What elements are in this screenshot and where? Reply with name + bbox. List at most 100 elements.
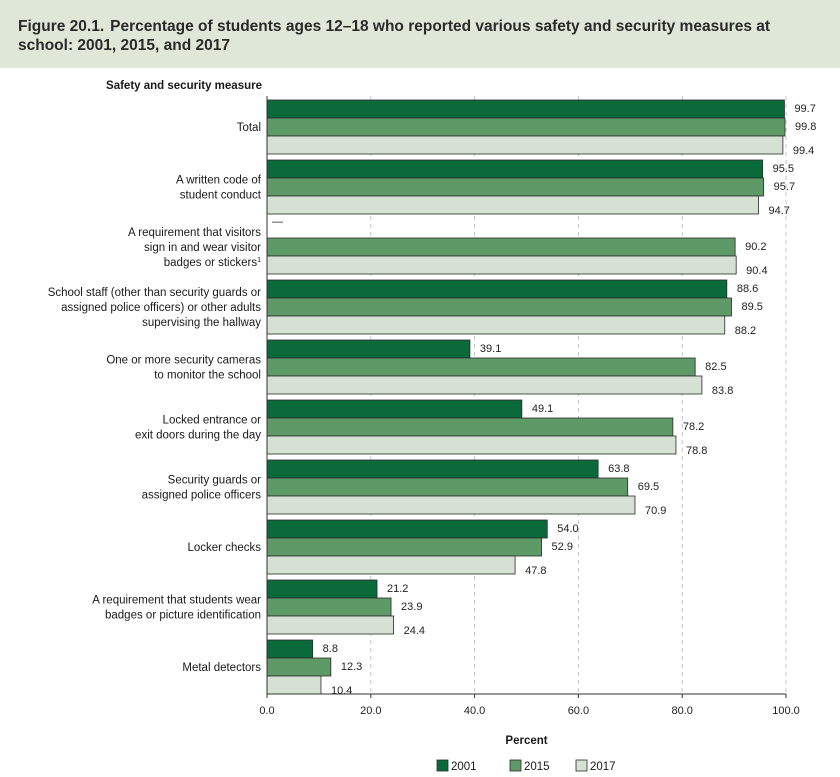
data-label-2015: 82.5 (705, 361, 726, 373)
bar-2001 (266, 639, 314, 659)
bar-2015 (266, 297, 732, 317)
data-label-2017: 99.4 (793, 145, 814, 157)
category-label-line: A requirement that students wear (92, 595, 261, 607)
data-label-2015: 23.9 (401, 601, 422, 613)
data-label-2015: 95.7 (774, 181, 795, 193)
data-label-2015: 78.2 (683, 421, 704, 433)
figure-title: Figure 20.1. Percentage of students ages … (18, 17, 818, 55)
category-label-line: to monitor the school (154, 370, 261, 382)
category-label: Metal detectors (182, 662, 261, 674)
bar-2001 (266, 519, 548, 539)
data-label-2001: 88.6 (737, 283, 758, 295)
bar-2017 (266, 435, 677, 455)
bar-2001 (266, 279, 728, 299)
category-axis-title: Safety and security measure (106, 80, 262, 92)
missing-value-marker: — (272, 216, 283, 228)
category-label-line: Locked entrance or (163, 415, 262, 427)
x-tick-label: 100.0 (772, 705, 800, 717)
bar-2017 (266, 195, 759, 215)
category-label-line: Total (237, 122, 261, 134)
bar-chart: Safety and security measure 99.7 99.8 99.4 T… (48, 80, 817, 773)
data-label-2015: 90.2 (745, 241, 766, 253)
category-label-line: One or more security cameras (106, 355, 261, 367)
bar-2017 (266, 555, 516, 575)
data-label-2017: 94.7 (768, 205, 789, 217)
data-label-2017: 24.4 (404, 625, 425, 637)
bar-2001 (266, 99, 785, 119)
category-label: Locked entrance or exit doors during the … (135, 415, 261, 442)
legend-swatch-2015 (509, 759, 522, 772)
title-band (0, 0, 840, 68)
data-label-2017: 88.2 (735, 325, 756, 337)
category-label-line: Security guards or (168, 475, 261, 487)
bar-2017 (266, 495, 636, 515)
category-label-line: assigned police officers (142, 490, 262, 502)
data-label-2017: 78.8 (686, 445, 707, 457)
category-label: Total (237, 122, 261, 134)
x-tick-label: 20.0 (360, 705, 381, 717)
category-label-line: Locker checks (187, 542, 261, 554)
category-label-line: sign in and wear visitor (144, 242, 261, 254)
category-label-line: student conduct (180, 190, 262, 202)
legend-label-2017: 2017 (590, 761, 616, 773)
legend-label-2001: 2001 (451, 761, 477, 773)
legend-swatch-2017 (575, 759, 588, 772)
figure-label: Figure 20.1. (18, 18, 105, 35)
bar-2017 (266, 315, 726, 335)
bar-2015 (266, 477, 629, 497)
x-axis-title: Percent (505, 735, 547, 747)
bar-2017 (266, 675, 322, 695)
data-label-2017: 10.4 (331, 685, 352, 697)
data-label-2001: 54.0 (557, 523, 578, 535)
x-tick-label: 40.0 (464, 705, 485, 717)
bar-2015 (266, 417, 674, 437)
x-tick-label: 80.0 (671, 705, 692, 717)
x-tick-label: 60.0 (568, 705, 589, 717)
bar-2015 (266, 117, 786, 137)
bar-2001 (266, 459, 599, 479)
bar-2001 (266, 579, 378, 599)
category-label: A requirement that students wear badges o… (92, 595, 261, 622)
bar-2015 (266, 177, 765, 197)
data-label-2001: 95.5 (773, 163, 794, 175)
category-label: School staff (other than security guards… (48, 287, 262, 329)
figure-title-text: Percentage of students ages 12–18 who re… (18, 18, 771, 54)
bar-2015 (266, 537, 542, 557)
category-label-line: badges or stickers1 (164, 257, 261, 269)
bar-2015 (266, 597, 392, 617)
data-label-2015: 12.3 (341, 661, 362, 673)
x-tick-label: 0.0 (259, 705, 274, 717)
data-label-2001: 49.1 (532, 403, 553, 415)
bar-2015 (266, 657, 332, 677)
category-label: A written code of student conduct (176, 175, 262, 202)
bar-2017 (266, 255, 737, 275)
category-label-line: A written code of (176, 175, 262, 187)
footnote-marker: 1 (257, 257, 261, 264)
data-label-2001: 99.7 (794, 103, 815, 115)
bar-2015 (266, 237, 736, 257)
bar-2001 (266, 339, 471, 359)
data-label-2017: 83.8 (712, 385, 733, 397)
data-label-2017: 90.4 (746, 265, 767, 277)
category-label: One or more security cameras to monitor t… (106, 355, 261, 382)
legend-label-2015: 2015 (524, 761, 550, 773)
bar-2001 (266, 159, 764, 179)
category-label-line: exit doors during the day (135, 430, 261, 442)
category-label: Locker checks (187, 542, 261, 554)
data-label-2001: 8.8 (323, 643, 338, 655)
data-label-2017: 70.9 (645, 505, 666, 517)
bar-2017 (266, 135, 784, 155)
data-label-2001: 21.2 (387, 583, 408, 595)
data-label-2001: 63.8 (608, 463, 629, 475)
category-label-line: supervising the hallway (142, 317, 261, 329)
bar-2017 (266, 375, 703, 395)
data-label-2015: 99.8 (795, 121, 816, 133)
category-label-line: Metal detectors (182, 662, 261, 674)
category-label-line: A requirement that visitors (128, 227, 261, 239)
data-label-2015: 89.5 (742, 301, 763, 313)
category-label-line: School staff (other than security guards… (48, 287, 261, 299)
data-label-2001: 39.1 (480, 343, 501, 355)
bar-2015 (266, 357, 696, 377)
category-label: Security guards or assigned police office… (142, 475, 262, 502)
bar-2001 (266, 399, 523, 419)
